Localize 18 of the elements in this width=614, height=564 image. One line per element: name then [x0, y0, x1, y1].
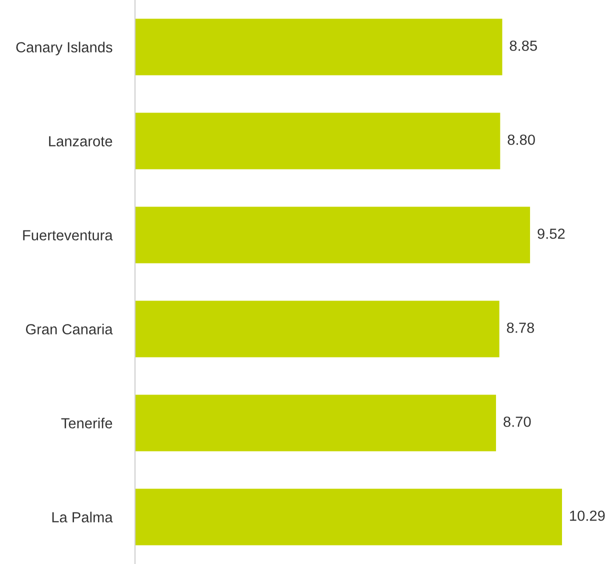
- y-tick-label: Fuerteventura: [23, 230, 113, 240]
- bar: [135, 300, 500, 358]
- data-label: 8.85: [510, 40, 537, 51]
- y-tick-label: Lanzarote: [49, 136, 112, 146]
- y-tick-label: Canary Islands: [16, 42, 112, 56]
- y-tick-label: La Palma: [52, 512, 113, 522]
- data-label: 10.29: [570, 510, 605, 521]
- bar: [135, 206, 530, 264]
- bar: [135, 394, 496, 452]
- bar: [135, 112, 500, 170]
- y-tick-label: Tenerife: [61, 418, 112, 428]
- data-label: 8.70: [504, 416, 531, 427]
- data-label: 8.80: [508, 134, 535, 145]
- y-tick-label: Gran Canaria: [26, 324, 113, 334]
- bar: [135, 488, 562, 546]
- data-label: 9.52: [538, 228, 565, 239]
- data-label: 8.78: [506, 322, 534, 333]
- bar: [135, 18, 502, 76]
